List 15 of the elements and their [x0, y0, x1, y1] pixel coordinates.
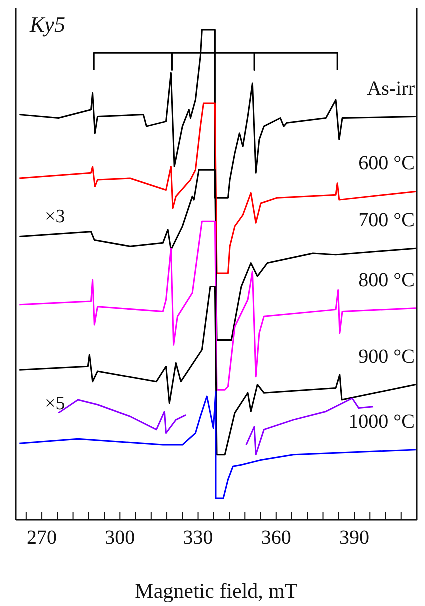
series-label: 700 °C [358, 210, 415, 232]
series-label: 600 °C [358, 152, 415, 175]
x-axis-title: Magnetic field, mT [135, 579, 298, 603]
annotation: ×5 [45, 393, 66, 414]
annotation: ×3 [45, 206, 66, 228]
series-label: 800 °C [358, 269, 415, 292]
x-tick-label: 360 [261, 527, 292, 550]
x-tick-label: 330 [183, 527, 214, 550]
series-label: 1000 °C [348, 410, 415, 433]
x-tick-label: 300 [105, 527, 136, 550]
chart-title: Ky5 [29, 12, 66, 37]
x-tick-label: 390 [340, 527, 370, 550]
x-tick-label: 270 [27, 527, 58, 550]
series-label: 900 °C [358, 346, 415, 368]
series-label: As-irr [367, 78, 416, 100]
